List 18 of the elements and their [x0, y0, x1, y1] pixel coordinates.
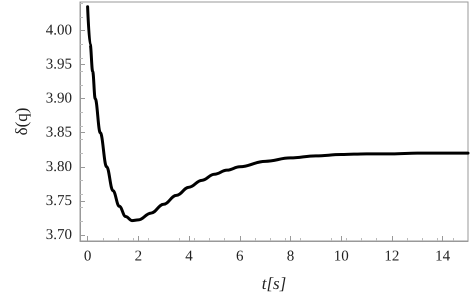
x-tick-label: 4 [185, 248, 194, 264]
y-tick-label: 3.95 [46, 56, 72, 73]
x-tick-label: 2 [134, 248, 142, 264]
y-axis-title: δ(q) [12, 108, 31, 136]
y-tick-label: 3.80 [46, 158, 72, 175]
y-tick-label: 4.00 [46, 22, 72, 39]
x-tick-label: 6 [236, 248, 244, 264]
x-tick-label: 12 [384, 248, 400, 264]
x-tick-label: 14 [435, 248, 451, 264]
y-tick-label: 3.90 [46, 90, 72, 107]
x-axis-title: t[s] [262, 274, 286, 293]
x-tick-label: 8 [286, 248, 294, 264]
y-tick-label: 3.70 [46, 226, 72, 243]
y-tick-label: 3.85 [46, 124, 72, 141]
x-tick-label: 0 [84, 248, 92, 264]
line-series [86, 5, 470, 222]
x-tick-label: 10 [334, 248, 349, 264]
y-tick-label: 3.75 [46, 192, 72, 209]
